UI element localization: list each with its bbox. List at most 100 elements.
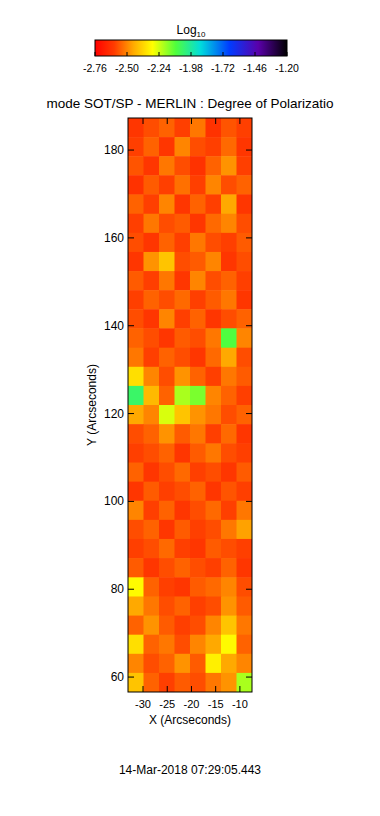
cell (159, 424, 175, 444)
cell (221, 252, 237, 272)
x-tick-label: -15 (208, 698, 224, 710)
cell (159, 328, 175, 348)
cell (144, 137, 160, 157)
cell (190, 482, 206, 502)
cell (206, 596, 222, 616)
cell (237, 214, 253, 234)
y-tick (128, 325, 134, 326)
cell (206, 328, 222, 348)
cell (144, 348, 160, 368)
cell (206, 233, 222, 253)
colorbar-tick (95, 52, 96, 56)
cell (221, 482, 237, 502)
cell (221, 654, 237, 674)
cell (221, 539, 237, 559)
cell (128, 118, 144, 138)
cell (206, 673, 222, 692)
cell (237, 118, 253, 138)
cell (206, 309, 222, 329)
cell (221, 118, 237, 138)
x-tick-top (239, 118, 240, 124)
y-tick-right (246, 589, 252, 590)
cell (237, 290, 253, 310)
colorbar-tick (127, 52, 128, 56)
cell (175, 635, 191, 655)
cell (128, 367, 144, 387)
x-tick-top (143, 118, 144, 124)
cell (175, 443, 191, 463)
cell (175, 309, 191, 329)
y-tick-label: 120 (104, 407, 124, 421)
y-axis-label: Y (Arcseconds) (85, 364, 99, 446)
cell (175, 482, 191, 502)
cell (190, 290, 206, 310)
cell (175, 577, 191, 597)
cell (128, 233, 144, 253)
cell (144, 539, 160, 559)
x-tick (215, 686, 216, 692)
cell (175, 328, 191, 348)
cell (128, 405, 144, 425)
cell (128, 309, 144, 329)
cell (221, 156, 237, 176)
cell (237, 252, 253, 272)
cell (159, 156, 175, 176)
cell (159, 214, 175, 234)
cell (144, 482, 160, 502)
cell (175, 252, 191, 272)
cell (128, 635, 144, 655)
cell (159, 596, 175, 616)
cell (159, 635, 175, 655)
cell (237, 233, 253, 253)
cell (144, 501, 160, 521)
cell (221, 443, 237, 463)
x-tick-label: -10 (232, 698, 248, 710)
cell (206, 271, 222, 291)
cell (190, 137, 206, 157)
y-tick-label: 80 (111, 582, 125, 596)
cell (144, 577, 160, 597)
x-tick (239, 686, 240, 692)
cell (128, 271, 144, 291)
cell (175, 405, 191, 425)
cell (144, 405, 160, 425)
colorbar-tick-label: -1.20 (275, 62, 299, 74)
y-tick-label: 140 (104, 319, 124, 333)
cell (190, 424, 206, 444)
cell (159, 463, 175, 483)
cell (237, 539, 253, 559)
y-tick-right (246, 150, 252, 151)
cell (237, 482, 253, 502)
y-tick-right (246, 237, 252, 238)
cell (206, 501, 222, 521)
x-tick-label: -25 (159, 698, 175, 710)
cell (237, 348, 253, 368)
cell (190, 520, 206, 540)
cell (237, 577, 253, 597)
cell (128, 463, 144, 483)
cell (221, 348, 237, 368)
cell (206, 386, 222, 406)
cell (206, 214, 222, 234)
cell (128, 348, 144, 368)
cell (206, 367, 222, 387)
y-tick (128, 677, 134, 678)
cell (128, 156, 144, 176)
cell (159, 654, 175, 674)
cell (159, 194, 175, 214)
cell (128, 520, 144, 540)
cell (237, 520, 253, 540)
cell (144, 233, 160, 253)
cell (159, 558, 175, 578)
cell (221, 520, 237, 540)
cell (144, 596, 160, 616)
cell (206, 577, 222, 597)
cell (221, 577, 237, 597)
cell (159, 118, 175, 138)
plot-frame (128, 118, 252, 692)
cell (175, 463, 191, 483)
cell (206, 424, 222, 444)
cell (206, 405, 222, 425)
colorbar-label-sub: 10 (197, 30, 206, 39)
x-tick-label: -20 (184, 698, 200, 710)
